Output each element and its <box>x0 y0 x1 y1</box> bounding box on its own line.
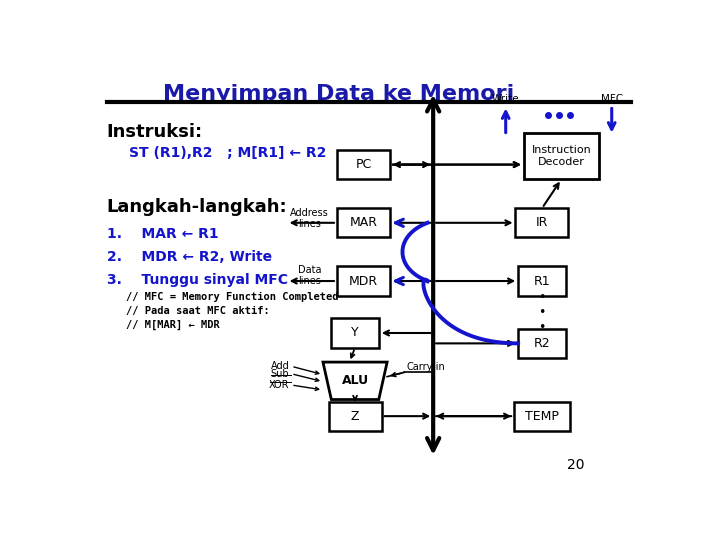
Text: // M[MAR] ← MDR: // M[MAR] ← MDR <box>126 320 220 330</box>
Text: Menyimpan Data ke Memori: Menyimpan Data ke Memori <box>163 84 514 104</box>
Text: ST (R1),R2   ; M[R1] ← R2: ST (R1),R2 ; M[R1] ← R2 <box>129 146 326 160</box>
FancyBboxPatch shape <box>337 208 390 238</box>
Text: MDR: MDR <box>349 274 378 287</box>
FancyBboxPatch shape <box>518 329 566 358</box>
Text: MAR: MAR <box>349 217 377 230</box>
Text: Instruction
Decoder: Instruction Decoder <box>531 145 591 167</box>
Text: Add: Add <box>271 361 289 372</box>
Text: IR: IR <box>536 217 548 230</box>
Text: Y: Y <box>351 327 359 340</box>
Text: Address
lines: Address lines <box>290 208 328 230</box>
Text: 20: 20 <box>567 458 584 472</box>
Text: Langkah-langkah:: Langkah-langkah: <box>107 198 287 216</box>
Text: R2: R2 <box>534 337 550 350</box>
FancyBboxPatch shape <box>518 266 566 295</box>
Text: 1.    MAR ← R1: 1. MAR ← R1 <box>107 227 218 241</box>
FancyBboxPatch shape <box>337 266 390 295</box>
Text: PC: PC <box>355 158 372 171</box>
Text: •
•
•: • • • <box>539 291 546 334</box>
Text: Carry-in: Carry-in <box>407 362 446 373</box>
Text: R1: R1 <box>534 274 550 287</box>
Text: // MFC = Memory Function Completed: // MFC = Memory Function Completed <box>126 292 339 302</box>
Text: 3.    Tunggu sinyal MFC: 3. Tunggu sinyal MFC <box>107 273 288 287</box>
FancyBboxPatch shape <box>337 150 390 179</box>
Text: Write: Write <box>492 94 520 104</box>
FancyBboxPatch shape <box>516 208 569 238</box>
Text: XOR: XOR <box>269 380 289 390</box>
FancyBboxPatch shape <box>514 402 570 431</box>
Text: MFC: MFC <box>600 94 623 104</box>
Text: TEMP: TEMP <box>525 410 559 423</box>
Text: // Pada saat MFC aktif:: // Pada saat MFC aktif: <box>126 306 270 316</box>
Text: Z: Z <box>351 410 359 423</box>
Text: Data
lines: Data lines <box>297 265 321 286</box>
FancyBboxPatch shape <box>328 402 382 431</box>
Text: Instruksi:: Instruksi: <box>107 123 203 141</box>
Text: Sub: Sub <box>271 369 289 379</box>
Polygon shape <box>323 362 387 400</box>
FancyBboxPatch shape <box>331 319 379 348</box>
FancyBboxPatch shape <box>524 133 599 179</box>
Text: ALU: ALU <box>341 374 369 387</box>
Text: 2.    MDR ← R2, Write: 2. MDR ← R2, Write <box>107 250 272 264</box>
